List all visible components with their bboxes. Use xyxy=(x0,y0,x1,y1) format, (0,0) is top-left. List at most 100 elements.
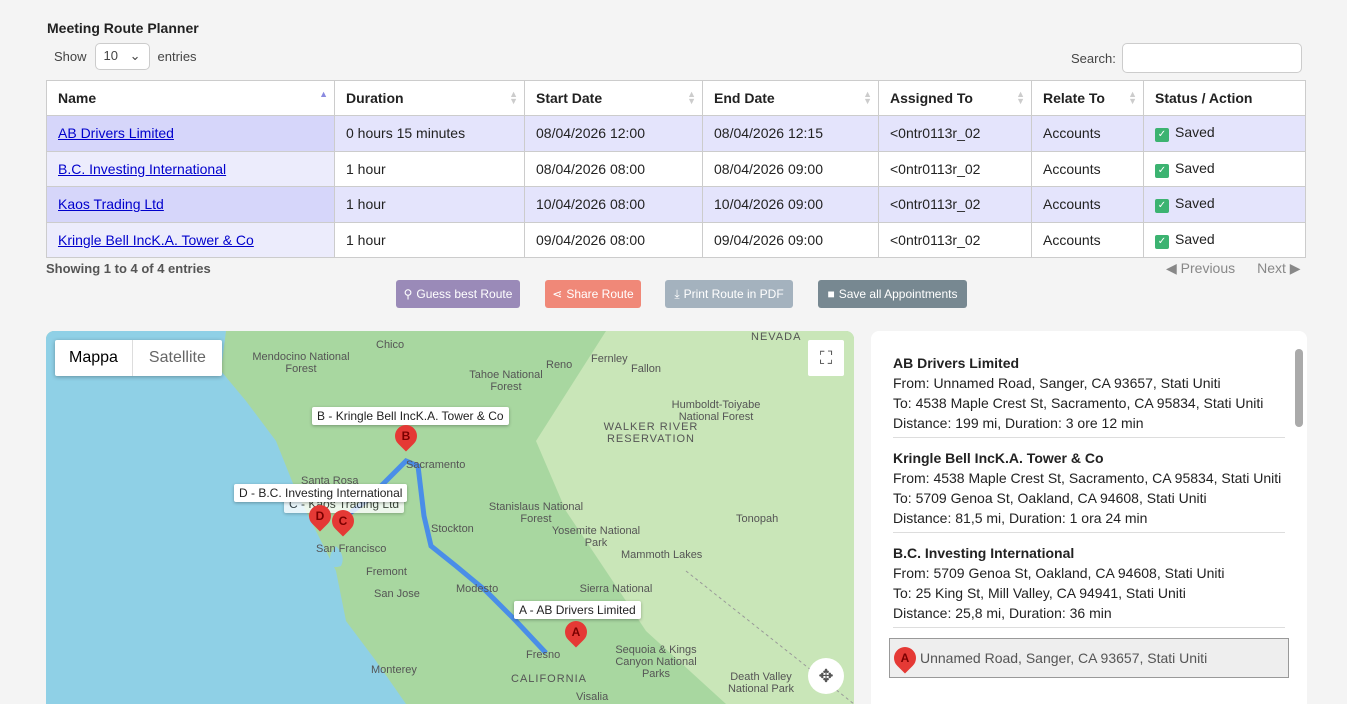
previous-button[interactable]: ◀ Previous xyxy=(1166,260,1236,276)
map-background xyxy=(46,331,854,704)
relate-cell: Accounts xyxy=(1031,186,1144,223)
column-header[interactable]: Status / Action xyxy=(1143,80,1306,116)
place-label: Tahoe National Forest xyxy=(469,369,543,393)
column-header[interactable]: Relate To ▲ ▼ xyxy=(1031,80,1144,116)
place-label: Fresno xyxy=(526,649,561,661)
guess-best-route-button[interactable]: ⚲ Guess best Route xyxy=(396,280,520,308)
name-cell: Kaos Trading Ltd xyxy=(46,186,335,223)
pin-letter: A xyxy=(571,625,581,639)
check-icon: ✓ xyxy=(1155,234,1169,249)
column-header[interactable]: Start Date ▲ ▼ xyxy=(524,80,703,116)
marker-c-icon[interactable]: C xyxy=(327,505,359,537)
table-row: Kringle Bell IncK.A. Tower & Co 1 hour 0… xyxy=(46,221,1306,258)
route-map[interactable]: Chico Reno Fernley Fallon NEVADA Mendocino Na… xyxy=(46,331,854,704)
leg-from: From: 5709 Genoa St, Oakland, CA 94608, … xyxy=(893,565,1225,581)
next-button[interactable]: Next ▶ xyxy=(1257,260,1301,276)
place-label: CALIFORNIA xyxy=(511,673,588,685)
sort-icon: ▲ ▼ xyxy=(863,89,872,106)
column-header[interactable]: Name ▲ xyxy=(46,80,335,116)
download-icon: ⤓ xyxy=(674,286,680,301)
entries-select[interactable]: 10 ⌄ xyxy=(94,43,150,70)
status-cell: ✓ Saved xyxy=(1143,115,1306,152)
status-label: Saved xyxy=(1175,159,1215,176)
appointment-link[interactable]: Kringle Bell IncK.A. Tower & Co xyxy=(58,231,254,248)
header-label: Name xyxy=(58,90,97,106)
direction-leg: B.C. Investing International From: 5709 G… xyxy=(893,533,1285,628)
marker-letter: B xyxy=(317,409,326,423)
print-route-button[interactable]: ⤓ Print Route in PDF xyxy=(665,280,793,308)
status-cell: ✓ Saved xyxy=(1143,221,1306,258)
start-point: A Unnamed Road, Sanger, CA 93657, Stati … xyxy=(889,638,1289,678)
place-label: Stanislaus National Forest xyxy=(488,501,584,525)
fullscreen-icon[interactable]: ⛶ xyxy=(808,340,844,376)
header-label: Duration xyxy=(346,90,404,106)
column-header[interactable]: Duration ▲ ▼ xyxy=(334,80,525,116)
pin-letter: D xyxy=(315,509,325,523)
appointment-link[interactable]: AB Drivers Limited xyxy=(58,125,174,142)
map-tab-mappa[interactable]: Mappa xyxy=(55,340,133,376)
name-cell: B.C. Investing International xyxy=(46,150,335,187)
start-date-cell: 08/04/2026 12:00 xyxy=(524,115,703,152)
directions-panel[interactable]: AB Drivers Limited From: Unnamed Road, Sa… xyxy=(871,331,1307,704)
pin-letter: B xyxy=(401,429,411,443)
place-label: Visalia xyxy=(576,691,609,703)
check-icon: ✓ xyxy=(1155,199,1169,214)
bay xyxy=(329,546,343,568)
marker-a-icon[interactable]: A xyxy=(560,616,592,648)
search: Search: xyxy=(1071,43,1302,73)
map-tab-satellite[interactable]: Satellite xyxy=(148,349,206,366)
route-icon: ⚲ xyxy=(403,287,413,301)
assigned-cell: <0ntr0113r_02 xyxy=(878,150,1032,187)
column-header[interactable]: Assigned To ▲ ▼ xyxy=(878,80,1032,116)
start-date-cell: 09/04/2026 08:00 xyxy=(524,221,703,258)
sort-icon: ▲ ▼ xyxy=(1128,89,1137,106)
table-row: B.C. Investing International 1 hour 08/0… xyxy=(46,150,1306,187)
leg-title: B.C. Investing International xyxy=(893,545,1075,561)
marker-label-d: D - B.C. Investing International xyxy=(234,484,408,502)
status-label: Saved xyxy=(1175,195,1215,212)
duration-cell: 1 hour xyxy=(334,186,525,223)
place-label: San Jose xyxy=(374,588,420,600)
header-label: Relate To xyxy=(1043,90,1105,106)
assigned-cell: <0ntr0113r_02 xyxy=(878,115,1032,152)
place-label: WALKER RIVER RESERVATION xyxy=(603,421,699,445)
check-icon: ✓ xyxy=(1155,163,1169,178)
header-label: Assigned To xyxy=(890,90,973,106)
marker-a-icon: A xyxy=(889,642,921,674)
appointment-link[interactable]: Kaos Trading Ltd xyxy=(58,196,164,213)
place-label: Fernley xyxy=(591,353,628,365)
marker-d-icon[interactable]: D xyxy=(304,500,336,532)
marker-letter: C xyxy=(289,497,298,511)
end-date-cell: 08/04/2026 09:00 xyxy=(702,150,879,187)
place-label: Sacramento xyxy=(406,459,466,471)
next-label: Next xyxy=(1257,260,1286,276)
guess-label: Guess best Route xyxy=(416,287,513,301)
place-label: Sierra National xyxy=(579,583,653,595)
leg-title: AB Drivers Limited xyxy=(893,355,1020,371)
appointment-link[interactable]: B.C. Investing International xyxy=(58,160,227,177)
sort-icon: ▲ ▼ xyxy=(687,89,696,106)
duration-cell: 1 hour xyxy=(334,150,525,187)
status-cell: ✓ Saved xyxy=(1143,186,1306,223)
camera-control-icon[interactable]: ✥ xyxy=(808,658,844,694)
share-route-button[interactable]: ⋖ Share Route xyxy=(545,280,641,308)
place-label: Modesto xyxy=(456,583,499,595)
pin-letter: C xyxy=(338,514,348,528)
save-appointments-button[interactable]: ■ Save all Appointments xyxy=(818,280,967,308)
direction-leg: Kringle Bell IncK.A. Tower & Co From: 453… xyxy=(893,438,1285,533)
marker-b-icon[interactable]: B xyxy=(390,420,422,452)
entries-value: 10 xyxy=(103,48,118,63)
route-line xyxy=(344,458,548,655)
search-label: Search: xyxy=(1071,50,1116,66)
column-header[interactable]: End Date ▲ ▼ xyxy=(702,80,879,116)
table-row: Kaos Trading Ltd 1 hour 10/04/2026 08:00… xyxy=(46,186,1306,223)
end-date-cell: 09/04/2026 09:00 xyxy=(702,221,879,258)
place-label: Chico xyxy=(376,339,405,351)
share-icon: ⋖ xyxy=(552,287,563,301)
leg-from: From: 4538 Maple Crest St, Sacramento, C… xyxy=(893,470,1282,486)
duration-cell: 1 hour xyxy=(334,221,525,258)
table-info: Showing 1 to 4 of 4 entries xyxy=(46,261,211,276)
search-input[interactable] xyxy=(1121,43,1302,73)
check-icon: ✓ xyxy=(1155,128,1169,143)
scrollbar[interactable] xyxy=(1295,349,1303,427)
